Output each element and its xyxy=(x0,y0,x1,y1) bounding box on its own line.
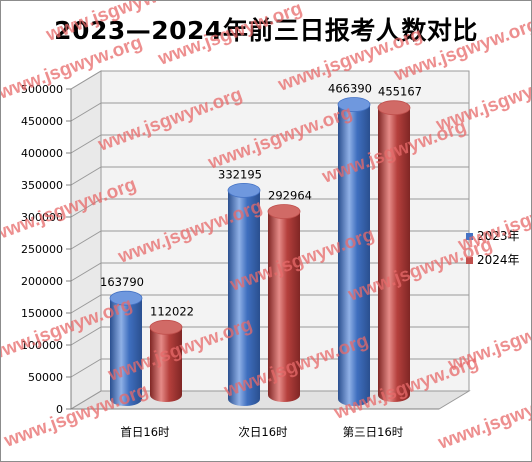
legend-label: 2024年 xyxy=(477,253,520,267)
y-tick-label: 50000 xyxy=(28,371,63,384)
bar-top xyxy=(337,97,371,112)
y-tick-label: 200000 xyxy=(21,275,63,288)
data-label: 332195 xyxy=(218,167,262,181)
chart-title: 2023—2024年前三日报考人数对比 xyxy=(54,16,478,45)
x-tick-label: 次日16时 xyxy=(238,425,288,439)
data-label: 112022 xyxy=(150,304,194,318)
legend-label: 2023年 xyxy=(477,229,520,243)
y-tick-label: 450000 xyxy=(21,115,63,128)
y-tick-label: 300000 xyxy=(21,211,63,224)
data-label: 455167 xyxy=(378,85,422,99)
bar-top xyxy=(227,182,261,198)
bar-top xyxy=(377,100,411,116)
bar xyxy=(268,211,300,402)
x-tick-label: 第三日16时 xyxy=(343,425,404,439)
legend-swatch xyxy=(466,257,473,264)
bar xyxy=(338,104,370,406)
y-tick-label: 100000 xyxy=(21,339,63,352)
bar-top xyxy=(109,290,143,306)
data-label: 163790 xyxy=(100,275,144,289)
y-tick-label: 250000 xyxy=(21,243,63,256)
y-tick-label: 350000 xyxy=(21,179,63,192)
watermark: www.jsgwyw.org xyxy=(155,1,306,70)
x-tick-label: 首日16时 xyxy=(120,425,170,439)
data-label: 292964 xyxy=(268,189,312,203)
bar xyxy=(378,107,410,403)
bar-top xyxy=(267,204,301,219)
bar xyxy=(228,190,260,406)
y-tick-label: 500000 xyxy=(21,83,63,96)
y-tick-label: 150000 xyxy=(21,307,63,320)
legend-swatch xyxy=(466,233,473,240)
data-label: 466390 xyxy=(328,82,372,96)
y-tick-label: 400000 xyxy=(21,147,63,160)
bar-top xyxy=(149,319,183,335)
bar xyxy=(150,327,182,402)
y-tick-label: 0 xyxy=(56,403,63,416)
bar xyxy=(110,298,142,406)
gridline xyxy=(70,70,469,90)
